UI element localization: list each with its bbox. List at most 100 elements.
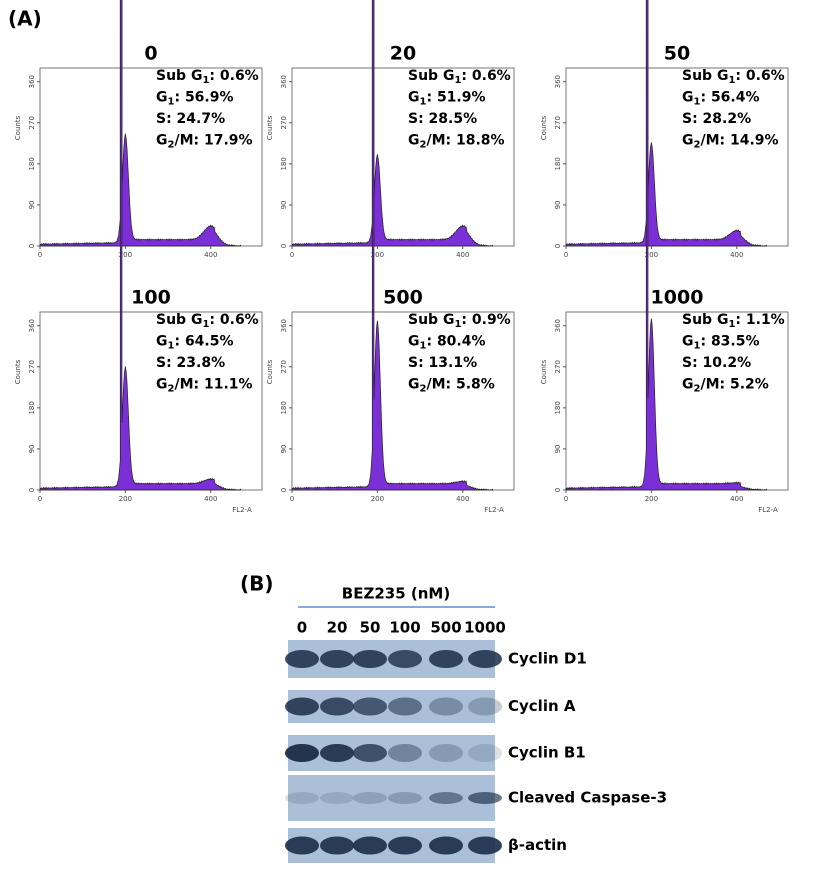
- stat-text: /M: 5.8%: [426, 377, 494, 393]
- y-tick-label: 0: [28, 244, 36, 248]
- x-tick-label: 400: [204, 251, 217, 259]
- y-axis-label: Counts: [14, 359, 22, 384]
- stat-subscript: 1: [454, 75, 461, 86]
- x-axis-label: FL2-A: [484, 506, 504, 514]
- chart-title: 100: [131, 287, 171, 309]
- stat-text: /M: 14.9%: [700, 133, 778, 149]
- stat-text: : 51.9%: [426, 90, 485, 106]
- stat-text: S: 23.8%: [156, 355, 225, 371]
- y-tick-label: 180: [280, 401, 288, 414]
- y-axis-label: Counts: [266, 359, 274, 384]
- row-label: Cyclin D1: [508, 650, 587, 668]
- lane-label: 50: [360, 619, 381, 637]
- blot-band: [388, 650, 422, 668]
- stat-line: S: 13.1%: [408, 355, 477, 371]
- y-tick-label: 0: [280, 244, 288, 248]
- y-axis-label: Counts: [14, 115, 22, 140]
- stat-text: Sub G: [682, 68, 728, 84]
- stat-line: G1: 51.9%: [408, 90, 486, 108]
- blot-band: [285, 744, 319, 762]
- y-axis-label: Counts: [266, 115, 274, 140]
- lane-label: 0: [297, 619, 307, 637]
- y-tick-label: 0: [28, 488, 36, 492]
- histogram: [39, 0, 242, 247]
- blot-band: [388, 697, 422, 716]
- chart-title: 1000: [651, 287, 704, 309]
- x-axis-label: FL2-A: [232, 506, 252, 514]
- stat-subscript: 2: [168, 140, 175, 151]
- y-tick-label: 270: [554, 116, 562, 129]
- blot-band: [320, 792, 354, 804]
- stat-text: : 64.5%: [174, 334, 233, 350]
- y-tick-label: 360: [280, 75, 288, 88]
- y-tick-label: 90: [28, 200, 36, 209]
- stat-line: G2/M: 17.9%: [156, 133, 253, 151]
- histogram: [39, 0, 242, 491]
- stat-text: S: 28.5%: [408, 111, 477, 127]
- blot-band: [285, 650, 319, 668]
- stat-text: Sub G: [408, 68, 454, 84]
- y-tick-label: 90: [280, 200, 288, 209]
- panel-label: (A): [8, 7, 42, 31]
- x-axis-label: FL2-A: [758, 506, 778, 514]
- y-tick-label: 180: [28, 157, 36, 170]
- stat-text: : 0.6%: [735, 68, 784, 84]
- treatment-label: BEZ235 (nM): [342, 585, 450, 603]
- y-tick-label: 0: [554, 244, 562, 248]
- x-tick-label: 200: [119, 251, 132, 259]
- blot-band: [468, 697, 502, 716]
- stat-text: : 1.1%: [735, 312, 784, 328]
- stat-text: S: 10.2%: [682, 355, 751, 371]
- blot-band: [353, 836, 387, 855]
- blot-band: [429, 836, 463, 855]
- row-label: Cyclin A: [508, 697, 576, 715]
- stat-subscript: 2: [420, 140, 427, 151]
- y-axis-label: Counts: [540, 359, 548, 384]
- stat-text: S: 24.7%: [156, 111, 225, 127]
- stat-text: G: [682, 334, 694, 350]
- x-tick-label: 400: [456, 251, 469, 259]
- y-tick-label: 360: [28, 319, 36, 332]
- stat-text: Sub G: [682, 312, 728, 328]
- x-tick-label: 0: [290, 251, 294, 259]
- stat-line: G2/M: 14.9%: [682, 133, 779, 151]
- stat-text: /M: 11.1%: [174, 377, 252, 393]
- blot-band: [429, 650, 463, 668]
- stat-text: G: [156, 377, 168, 393]
- stat-text: Sub G: [408, 312, 454, 328]
- y-tick-label: 270: [554, 360, 562, 373]
- stat-subscript: 2: [694, 140, 701, 151]
- x-tick-label: 0: [38, 495, 42, 503]
- x-tick-label: 0: [290, 495, 294, 503]
- blot-band: [388, 744, 422, 762]
- blot-band: [353, 744, 387, 762]
- chart-title: 50: [664, 43, 690, 65]
- stat-subscript: 2: [420, 384, 427, 395]
- histogram: [291, 0, 494, 491]
- y-tick-label: 360: [554, 75, 562, 88]
- x-tick-label: 400: [730, 251, 743, 259]
- stat-line: S: 28.5%: [408, 111, 477, 127]
- y-tick-label: 0: [554, 488, 562, 492]
- row-label: Cyclin B1: [508, 744, 586, 762]
- stat-line: Sub G1: 1.1%: [682, 312, 785, 330]
- stat-subscript: 1: [694, 97, 701, 108]
- stat-line: G2/M: 5.2%: [682, 377, 769, 395]
- blot-band: [285, 836, 319, 855]
- stat-subscript: 1: [202, 319, 209, 330]
- stat-text: : 0.6%: [209, 312, 258, 328]
- y-tick-label: 180: [554, 401, 562, 414]
- stat-subscript: 1: [694, 341, 701, 352]
- stat-subscript: 2: [694, 384, 701, 395]
- stat-subscript: 1: [168, 341, 175, 352]
- blot-band: [353, 792, 387, 804]
- stat-text: G: [682, 377, 694, 393]
- stat-text: /M: 18.8%: [426, 133, 504, 149]
- y-tick-label: 360: [280, 319, 288, 332]
- y-tick-label: 90: [554, 200, 562, 209]
- stat-subscript: 1: [728, 75, 735, 86]
- x-tick-label: 200: [371, 495, 384, 503]
- y-tick-label: 270: [280, 360, 288, 373]
- lane-label: 1000: [464, 619, 506, 637]
